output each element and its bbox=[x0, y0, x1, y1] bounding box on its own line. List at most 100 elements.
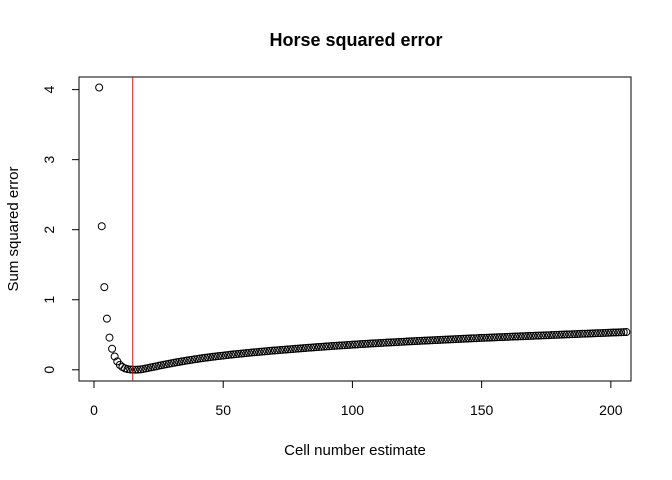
data-point bbox=[136, 365, 145, 374]
data-point bbox=[521, 332, 530, 341]
data-point bbox=[126, 365, 135, 374]
data-point bbox=[270, 346, 279, 355]
data-point bbox=[402, 337, 411, 346]
data-point bbox=[374, 339, 383, 348]
data-point bbox=[273, 346, 282, 355]
data-point bbox=[193, 354, 202, 363]
data-point bbox=[570, 330, 579, 339]
data-point bbox=[441, 335, 450, 344]
data-point bbox=[208, 352, 217, 361]
data-point bbox=[301, 343, 310, 352]
data-point bbox=[131, 365, 140, 374]
data-point bbox=[431, 336, 440, 345]
data-point bbox=[242, 349, 251, 358]
data-point bbox=[299, 344, 308, 353]
data-point bbox=[392, 338, 401, 347]
data-point bbox=[201, 353, 210, 362]
data-point bbox=[498, 333, 507, 342]
data-point bbox=[304, 343, 313, 352]
data-point bbox=[555, 330, 564, 339]
data-point bbox=[382, 338, 391, 347]
data-point bbox=[307, 343, 316, 352]
data-point bbox=[188, 355, 197, 364]
data-point bbox=[100, 283, 109, 292]
data-point bbox=[250, 348, 259, 357]
data-point bbox=[518, 332, 527, 341]
y-tick-label: 0 bbox=[41, 366, 57, 374]
data-point bbox=[537, 331, 546, 340]
data-point bbox=[226, 350, 235, 359]
data-point bbox=[619, 328, 628, 337]
data-point bbox=[547, 331, 556, 340]
data-point bbox=[343, 341, 352, 349]
data-point bbox=[552, 330, 561, 339]
data-point bbox=[516, 332, 525, 341]
data-point bbox=[387, 338, 396, 347]
data-point bbox=[614, 328, 623, 337]
data-point bbox=[549, 330, 558, 339]
data-point bbox=[397, 337, 406, 346]
data-point bbox=[376, 338, 385, 347]
data-point bbox=[288, 344, 297, 353]
chart-title: Horse squared error bbox=[269, 30, 442, 50]
data-point bbox=[508, 332, 517, 341]
data-point bbox=[487, 333, 496, 342]
data-point bbox=[183, 356, 192, 365]
x-tick-label: 150 bbox=[470, 402, 494, 418]
data-point bbox=[477, 333, 486, 342]
x-tick-label: 0 bbox=[90, 402, 98, 418]
data-point bbox=[581, 329, 589, 338]
data-point bbox=[190, 355, 199, 364]
data-point bbox=[203, 353, 212, 362]
data-points bbox=[95, 83, 631, 374]
y-tick-label: 1 bbox=[41, 296, 57, 304]
data-point bbox=[108, 344, 117, 353]
x-axis: 0 50 100 150 200 bbox=[90, 380, 623, 418]
data-point bbox=[330, 341, 339, 350]
data-point bbox=[389, 338, 398, 347]
data-point bbox=[283, 345, 292, 354]
data-point bbox=[247, 348, 256, 357]
data-point bbox=[185, 356, 194, 365]
data-point bbox=[224, 350, 233, 359]
data-point bbox=[245, 348, 254, 357]
data-point bbox=[237, 349, 246, 358]
data-point bbox=[361, 339, 370, 348]
data-point bbox=[379, 338, 388, 347]
data-point bbox=[255, 347, 264, 356]
data-point bbox=[418, 336, 427, 345]
data-point bbox=[172, 358, 181, 367]
data-point bbox=[526, 331, 535, 340]
data-point bbox=[286, 345, 295, 354]
data-point bbox=[369, 339, 378, 348]
data-point bbox=[239, 349, 248, 358]
data-point bbox=[583, 329, 592, 338]
data-point bbox=[560, 330, 569, 339]
data-point bbox=[482, 333, 491, 342]
data-point bbox=[195, 354, 204, 363]
data-point bbox=[345, 340, 354, 349]
data-point bbox=[325, 342, 334, 351]
data-point bbox=[294, 344, 303, 353]
data-point bbox=[400, 337, 409, 346]
data-point bbox=[356, 340, 365, 349]
data-point bbox=[257, 347, 266, 356]
data-point bbox=[358, 340, 367, 349]
y-tick-label: 2 bbox=[41, 226, 57, 234]
data-point bbox=[586, 329, 595, 338]
data-point bbox=[575, 329, 584, 338]
data-point bbox=[565, 330, 574, 339]
data-point bbox=[214, 352, 223, 361]
data-point bbox=[263, 347, 272, 356]
data-point bbox=[327, 342, 336, 351]
data-point bbox=[198, 354, 207, 363]
data-point bbox=[524, 332, 533, 341]
data-point bbox=[407, 337, 416, 346]
data-point bbox=[438, 335, 447, 344]
data-point bbox=[544, 331, 553, 340]
data-point bbox=[511, 332, 520, 341]
data-point bbox=[578, 329, 587, 338]
data-point bbox=[493, 333, 502, 342]
data-point bbox=[617, 328, 626, 337]
data-point bbox=[309, 343, 318, 352]
